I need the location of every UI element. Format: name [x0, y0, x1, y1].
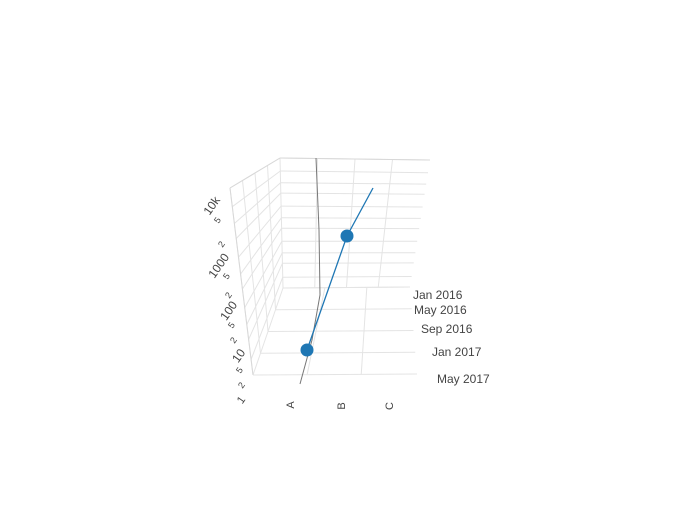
z-tick-label: 5	[212, 215, 223, 225]
gridline-floor	[283, 287, 410, 288]
z-tick-label: 2	[228, 335, 239, 345]
gridline-floor	[276, 309, 412, 310]
gridline-back-vertical	[378, 160, 392, 288]
z-tick-label: 100	[217, 298, 240, 323]
z-tick-label: 2	[236, 380, 247, 390]
x-tick-label: C	[384, 402, 396, 410]
z-tick-label: 10k	[200, 193, 223, 218]
z-tick-label: 2	[216, 239, 227, 249]
y-tick-label: Jan 2017	[432, 345, 482, 359]
z-tick-label: 1	[235, 394, 248, 406]
box-edge	[230, 188, 253, 375]
z-tick-label: 2	[223, 290, 234, 300]
data-point-0[interactable]	[301, 344, 314, 357]
y-tick-label: Sep 2016	[421, 322, 473, 336]
x-tick-label: B	[336, 402, 348, 409]
y-tick-label: May 2016	[414, 303, 467, 317]
y-tick-label: May 2017	[437, 372, 490, 386]
gridline-floor	[268, 331, 414, 332]
z-tick-label: 5	[234, 365, 245, 375]
z-tick-label: 5	[221, 271, 232, 281]
gridline-floor	[253, 374, 417, 375]
gridline-floor	[261, 352, 416, 353]
box-edge	[230, 158, 280, 188]
y-tick-label: Jan 2016	[413, 288, 463, 302]
z-tick-label: 10	[229, 346, 248, 365]
x-tick-label: A	[285, 401, 297, 409]
data-point-1[interactable]	[341, 230, 354, 243]
